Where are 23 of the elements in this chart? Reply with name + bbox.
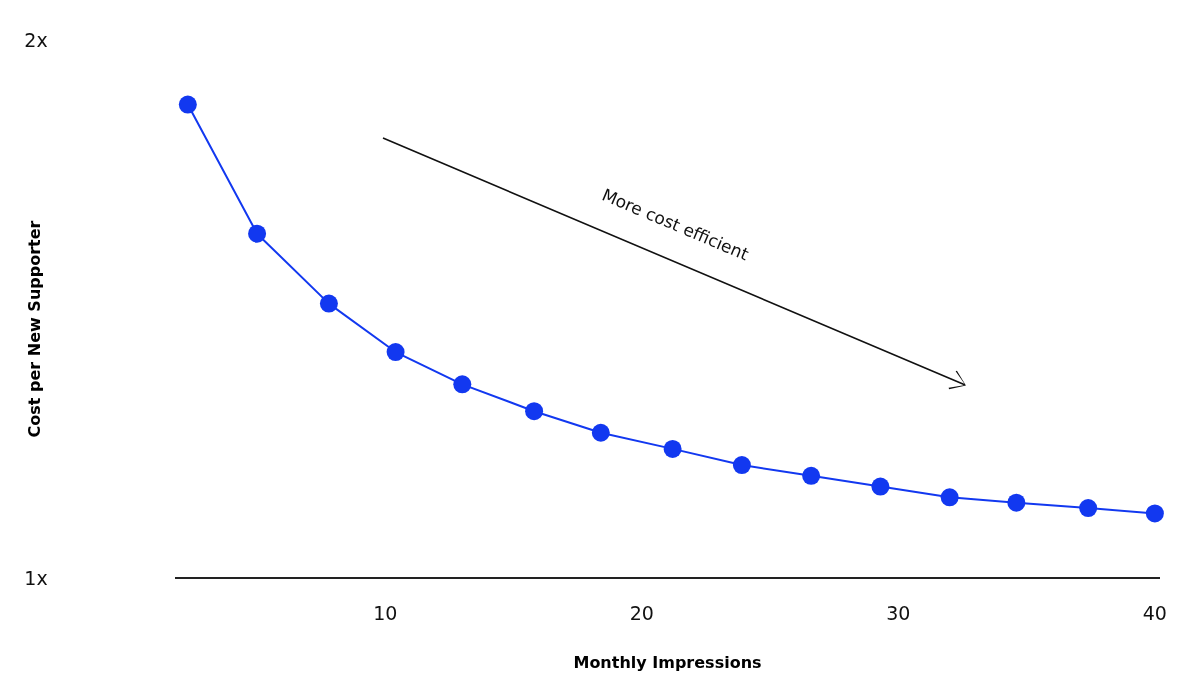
point [1079, 499, 1098, 518]
y-axis-title: Cost per New Supporter [25, 220, 44, 438]
point [940, 488, 959, 507]
point [1007, 493, 1026, 512]
point [871, 477, 890, 496]
x-tick-label: 40 [1142, 602, 1167, 624]
y-tick-label: 2x [24, 29, 48, 51]
point [802, 466, 821, 485]
y-tick-label: 1x [24, 567, 48, 589]
point [248, 224, 267, 243]
point [1145, 504, 1164, 523]
point [178, 95, 197, 114]
x-tick-label: 20 [629, 602, 654, 624]
point [525, 402, 544, 421]
point [663, 439, 682, 458]
point [732, 456, 751, 475]
point [453, 375, 472, 394]
x-tick-label: 10 [373, 602, 398, 624]
point [591, 423, 610, 442]
point [319, 294, 338, 313]
x-axis-title: Monthly Impressions [573, 653, 762, 672]
x-tick-label: 30 [886, 602, 911, 624]
point [386, 343, 405, 362]
